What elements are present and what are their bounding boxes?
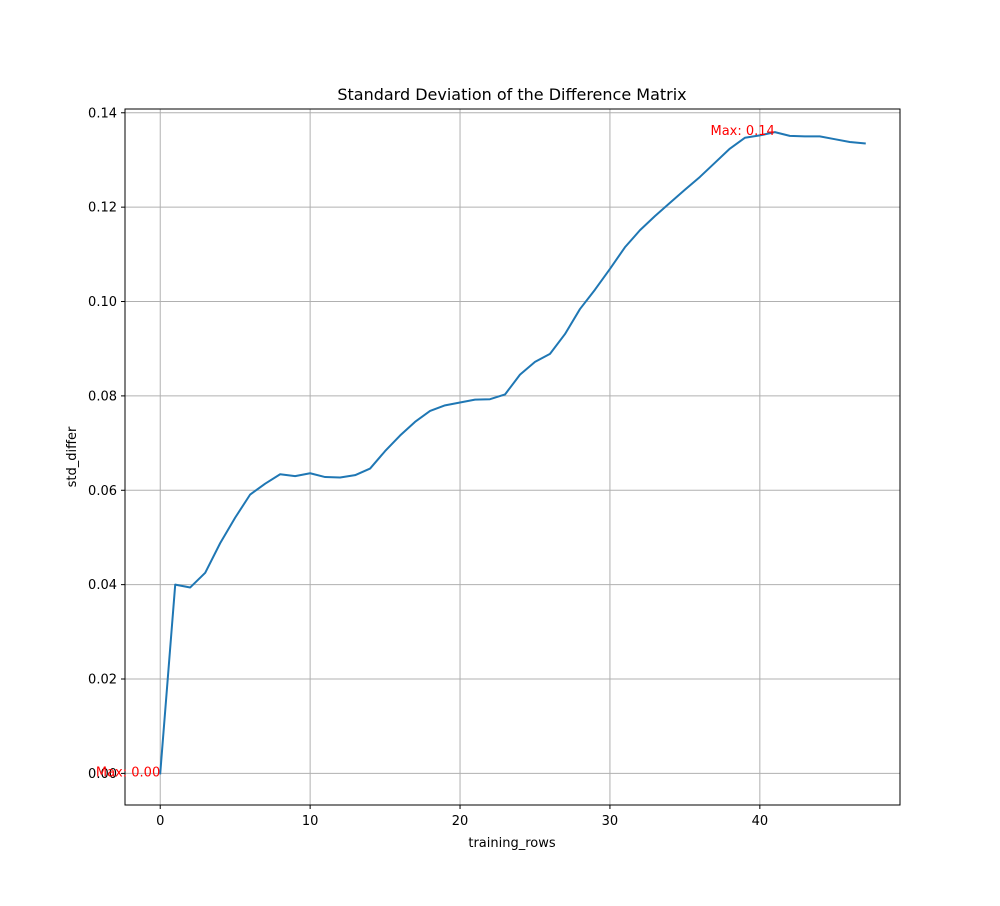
series-layer	[159, 131, 866, 775]
y-tick-label: 0.08	[88, 389, 117, 404]
max-annotation: Max: 0.14	[710, 124, 774, 139]
grid	[125, 109, 900, 805]
annotations: Max: 0.14 Max: 0.00	[96, 124, 775, 780]
x-tick-label: 10	[302, 814, 319, 829]
y-axis-ticks: 0.00 0.02 0.04 0.06 0.08 0.10 0.12 0.14	[88, 106, 125, 782]
series-line	[159, 131, 866, 775]
max-annotation: Max: 0.00	[96, 765, 160, 780]
y-tick-label: 0.14	[88, 106, 117, 121]
y-tick-label: 0.02	[88, 673, 117, 688]
chart-title: Standard Deviation of the Difference Mat…	[337, 85, 686, 104]
y-tick-label: 0.04	[88, 578, 117, 593]
plot-frame	[124, 108, 901, 806]
y-tick-label: 0.10	[88, 295, 117, 310]
y-tick-label: 0.06	[88, 484, 117, 499]
y-tick-label: 0.12	[88, 201, 117, 216]
x-axis-label: training_rows	[468, 836, 556, 851]
x-tick-label: 40	[752, 814, 769, 829]
x-tick-label: 0	[156, 814, 164, 829]
x-tick-label: 20	[452, 814, 469, 829]
x-axis-ticks: 0 10 20 30 40	[156, 805, 768, 829]
x-tick-label: 30	[602, 814, 619, 829]
y-axis-label: std_differ	[65, 426, 80, 487]
y-tick-label: 0.00	[88, 767, 117, 782]
